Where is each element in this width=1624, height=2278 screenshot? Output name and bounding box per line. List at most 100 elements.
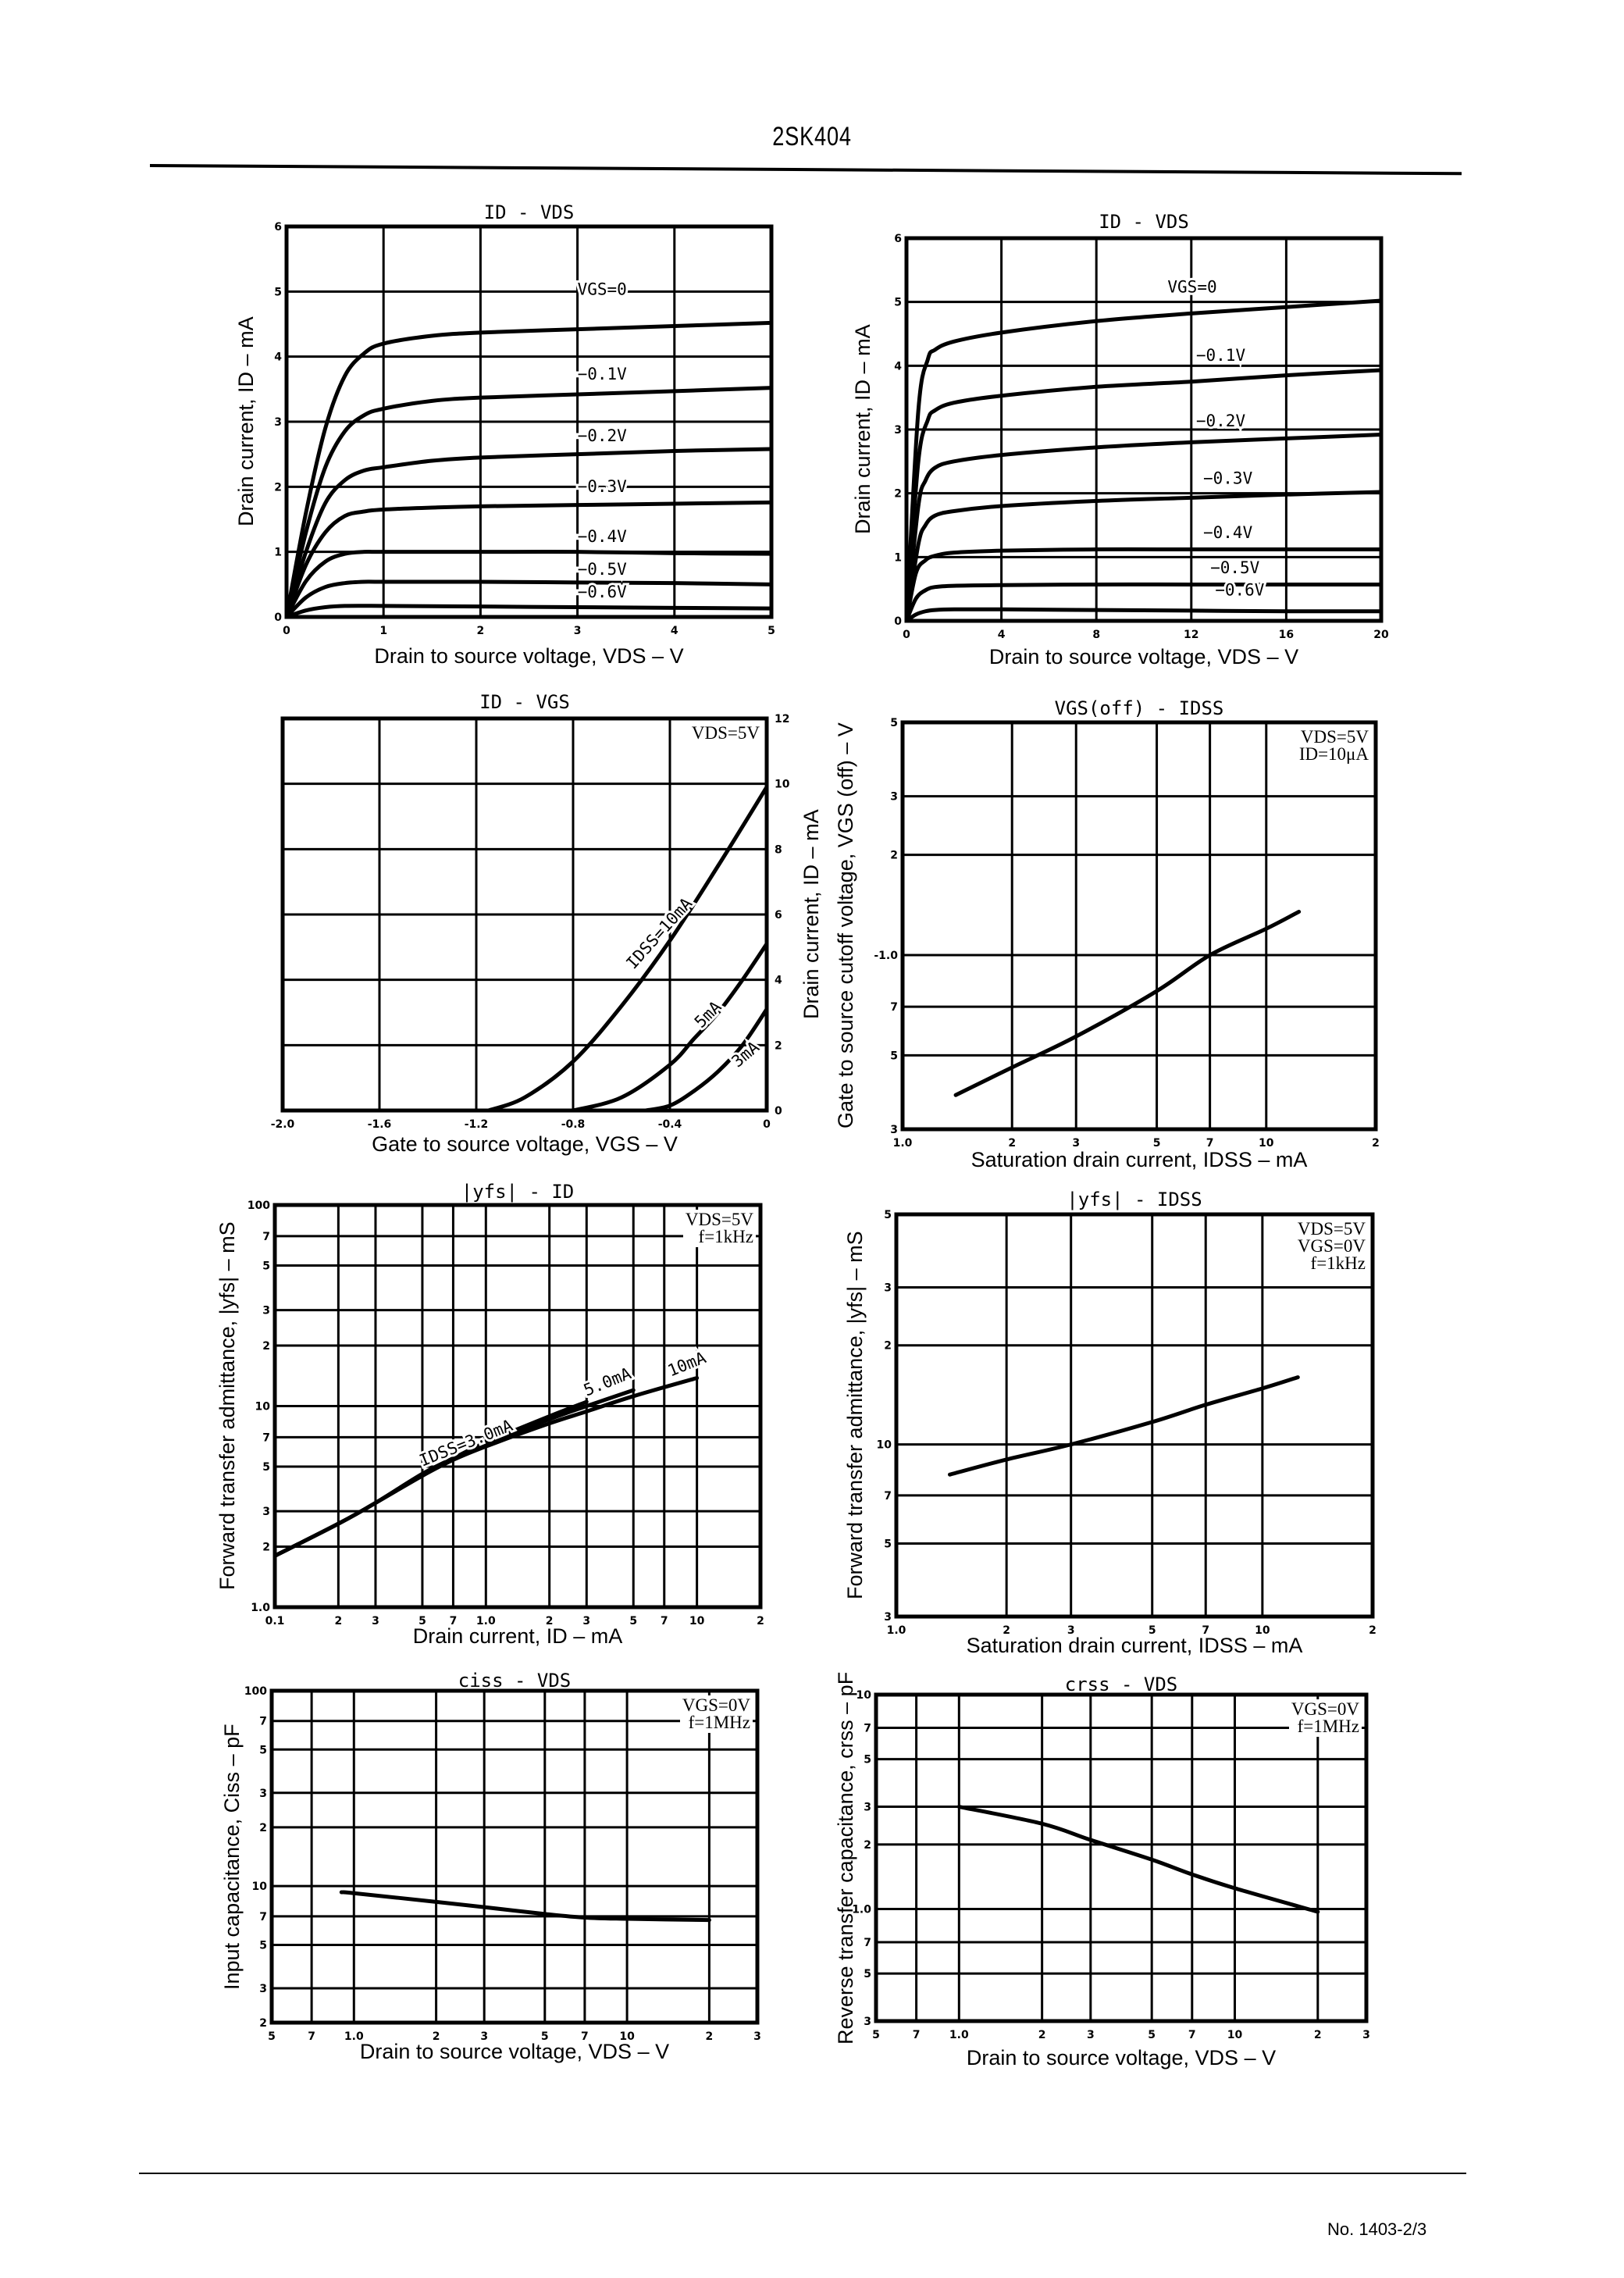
y-tick-label: 7 xyxy=(262,1431,270,1444)
x-tick-label: 2 xyxy=(1372,1137,1380,1150)
chart-title: ciss - VDS xyxy=(458,1670,572,1692)
data-curve xyxy=(284,386,774,619)
x-tick-label: 20 xyxy=(1373,629,1389,641)
x-tick-label: 5 xyxy=(767,625,775,637)
y-tick-label: 5 xyxy=(890,717,898,729)
plot-frame xyxy=(272,1203,763,1610)
condition-line: f=1kHz xyxy=(1310,1253,1366,1273)
condition-line: VDS=5V xyxy=(1300,727,1369,747)
y-tick-label: 2 xyxy=(262,1541,270,1553)
data-curve xyxy=(284,447,774,619)
condition-line: VGS=0V xyxy=(1297,1236,1366,1256)
y-tick-label: 3 xyxy=(864,1802,871,1814)
y-tick-label: 0 xyxy=(894,615,902,628)
y-tick-label: 2 xyxy=(884,1340,892,1353)
plot-frame xyxy=(874,1692,1369,2023)
x-tick-label: 10 xyxy=(1227,2029,1243,2041)
plot-area: -2.0 -1.6 -1.2 -0.8 -0.4 00 2 4 6 8 10 12 IDSS=10mA 5… xyxy=(271,713,790,1131)
x-tick-label: 8 xyxy=(1092,629,1100,641)
chart-title: ID - VDS xyxy=(483,201,575,223)
data-curve xyxy=(956,1805,1320,1914)
data-curve xyxy=(904,607,1384,623)
x-tick-label: 3 xyxy=(480,2030,488,2043)
y-tick-label: 7 xyxy=(259,1716,267,1728)
plot-frame xyxy=(900,720,1378,1132)
x-axis-label: Drain to source voltage, VDS – V xyxy=(988,645,1299,668)
y-tick-label: 0 xyxy=(274,611,282,624)
y-tick-label: 6 xyxy=(274,221,282,234)
y-tick-label: 3 xyxy=(262,1305,270,1317)
x-tick-label: 2 xyxy=(546,1615,554,1627)
y-tick-label: 5 xyxy=(259,1744,267,1756)
x-axis-label: Drain to source voltage, VDS – V xyxy=(966,2046,1277,2069)
y-tick-label: 2 xyxy=(262,1340,270,1353)
grid xyxy=(270,1689,759,2024)
condition-line: VDS=5V xyxy=(691,723,760,743)
plot-frame xyxy=(894,1212,1375,1619)
plot-area: 0.1 2 3 5 7 1.0 2 3 5 7 10 2 1.0 2 3 5 7 10 2 3 5 7 100 IDSS=3.… xyxy=(248,1200,764,1627)
data-curve xyxy=(904,368,1384,623)
y-tick-label: 10 xyxy=(877,1439,892,1452)
grid xyxy=(905,237,1383,622)
curve-label: VGS=0 xyxy=(1167,277,1216,296)
y-tick-label: 1.0 xyxy=(251,1602,270,1614)
x-tick-label: -1.6 xyxy=(368,1118,392,1131)
curve-label: IDSS=3.0mA xyxy=(417,1416,516,1471)
x-tick-label: 0 xyxy=(283,625,290,637)
x-tick-label: 1.0 xyxy=(476,1615,496,1627)
x-tick-label: -2.0 xyxy=(271,1118,295,1131)
x-tick-label: 5 xyxy=(629,1615,637,1627)
x-tick-label: -0.8 xyxy=(561,1118,586,1131)
y-tick-label: 6 xyxy=(894,233,902,245)
y-tick-label: 3 xyxy=(259,1983,267,1995)
data-curve xyxy=(904,433,1384,623)
x-tick-label: 7 xyxy=(308,2030,315,2043)
x-tick-label: 5 xyxy=(268,2030,276,2043)
x-tick-label: 5 xyxy=(872,2029,880,2041)
x-tick-label: 16 xyxy=(1279,629,1294,641)
condition-line: VDS=5V xyxy=(1297,1219,1366,1239)
x-tick-label: 0 xyxy=(763,1118,771,1131)
data-curve xyxy=(904,582,1384,623)
plot-frame xyxy=(904,236,1384,623)
y-tick-label: 4 xyxy=(894,360,902,373)
y-tick-label: 2 xyxy=(864,1839,871,1852)
plot-area: 1.0 2 3 5 7 10 2 3 5 7 -1.0 2 3 5 xyxy=(874,717,1380,1150)
x-tick-label: 2 xyxy=(706,2030,714,2043)
condition-line: VGS=0V xyxy=(1291,1699,1359,1719)
condition-line: f=1MHz xyxy=(688,1713,750,1732)
data-curve xyxy=(284,320,774,619)
y-axis-label: Drain current, ID – mA xyxy=(234,316,258,527)
grid xyxy=(273,1203,762,1609)
x-tick-label: 7 xyxy=(450,1615,458,1627)
x-tick-label: 2 xyxy=(1369,1624,1376,1637)
chart-yfs-id: 0.1 2 3 5 7 1.0 2 3 5 7 10 2 1.0 2 3 5 7 10 2 3 5 7 100 IDSS=3.… xyxy=(248,1200,764,1627)
y-tick-label: 5 xyxy=(262,1461,270,1474)
y-tick-label: 0 xyxy=(775,1105,782,1118)
data-curve xyxy=(284,500,774,619)
x-tick-label: 7 xyxy=(1188,2029,1196,2041)
condition-line: VGS=0V xyxy=(682,1695,750,1715)
y-tick-label: 6 xyxy=(775,909,782,922)
data-curve xyxy=(904,490,1384,623)
y-tick-label: 5 xyxy=(894,297,902,309)
x-tick-label: 0.1 xyxy=(265,1615,285,1627)
x-tick-label: 5 xyxy=(541,2030,549,2043)
x-tick-label: 3 xyxy=(1067,1624,1075,1637)
plot-frame xyxy=(284,224,774,619)
data-curve xyxy=(953,909,1302,1097)
chart-id-vgs: -2.0 -1.6 -1.2 -0.8 -0.4 0 0 2 4 6 8 10 12 IDSS=10mA 5… xyxy=(271,713,790,1131)
data-curve xyxy=(904,298,1384,623)
y-axis-label: Drain current, ID – mA xyxy=(800,809,823,1020)
x-tick-label: 7 xyxy=(1206,1137,1214,1150)
y-tick-label: 10 xyxy=(857,1689,872,1702)
chart-title: ID - VDS xyxy=(1099,211,1189,233)
condition-line: VDS=5V xyxy=(685,1210,753,1229)
x-tick-label: 5 xyxy=(1153,1137,1161,1150)
plot-area: 5 7 1.0 2 3 5 7 10 2 3 2 3 5 7 10 2 3 5 7 100 xyxy=(244,1685,761,2043)
x-tick-label: 3 xyxy=(574,625,582,637)
x-tick-label: 3 xyxy=(1072,1137,1080,1150)
y-axis-label: Gate to source cutoff voltage, VGS (off)… xyxy=(834,722,857,1129)
x-tick-label: 2 xyxy=(757,1615,764,1627)
y-axis-label: Forward transfer admittance, |yfs| – mS xyxy=(843,1231,867,1600)
